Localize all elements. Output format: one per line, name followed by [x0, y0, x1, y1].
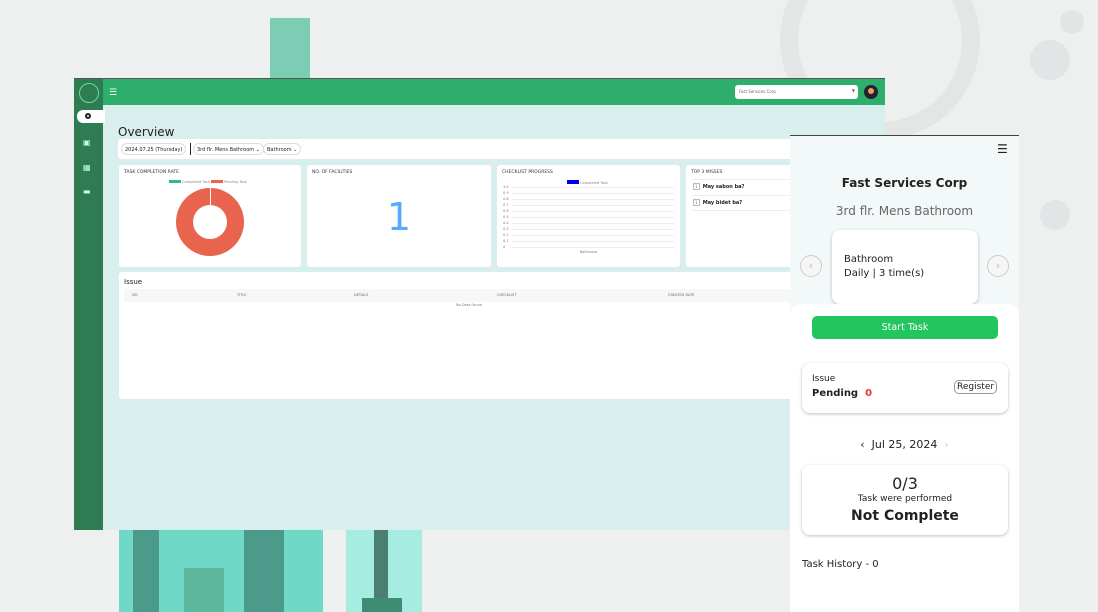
gridline — [512, 247, 674, 248]
facility-count: 1 — [386, 195, 412, 239]
chart-legend: Completed Task — [567, 180, 608, 185]
page-title: Overview — [118, 125, 175, 139]
next-category-button[interactable]: › — [987, 255, 1009, 277]
dashboard-icon — [85, 113, 91, 119]
task-section — [790, 304, 1019, 612]
y-tick-label: 0.2 — [503, 233, 509, 237]
completion-status: Not Complete — [851, 508, 959, 524]
decor-block — [244, 530, 284, 612]
list-item: 1 May bidet ba? — [691, 195, 876, 211]
facility-filter-value: 3rd flr. Mens Bathroom — [197, 147, 255, 153]
register-button[interactable]: Register — [954, 380, 998, 394]
issue-label: Issue — [812, 374, 836, 384]
empty-message: No Data Found — [455, 303, 483, 307]
gridline — [512, 229, 674, 230]
y-tick-label: 0.9 — [503, 191, 509, 195]
decor-block — [362, 598, 402, 612]
card-title: NO. OF FACILITIES — [312, 170, 353, 175]
chart-legend: Completed Task Pending Task — [169, 180, 247, 184]
company-select[interactable]: Fast Services Corp ▼ — [735, 85, 858, 99]
next-date-button[interactable]: › — [944, 438, 949, 451]
category-filter[interactable]: Bathroom ⌄ — [263, 143, 302, 155]
task-history[interactable]: Task History - 0 — [802, 559, 879, 570]
issue-title: Issue — [124, 278, 143, 286]
y-tick-label: 0.1 — [503, 239, 509, 243]
filter-bar: 2024.07.25 (Thursday) 3rd flr. Mens Bath… — [118, 139, 885, 159]
gridline — [512, 205, 674, 206]
card-title: TOP 3 MISSES — [691, 170, 723, 175]
date-filter[interactable]: 2024.07.25 (Thursday) — [121, 143, 187, 155]
issue-card: Issue NO. TITLE DETAILS CHECKLIST CREATE… — [119, 272, 819, 399]
y-tick-label: 0.6 — [503, 209, 509, 213]
gridline — [512, 199, 674, 200]
sidebar-item-dashboard[interactable] — [77, 110, 105, 123]
bg-circle — [1060, 10, 1084, 34]
y-tick-label: 0 — [503, 245, 506, 249]
logo — [79, 83, 99, 103]
y-tick-label: 0.4 — [503, 221, 509, 225]
menu-icon[interactable]: ☰ — [997, 142, 1008, 156]
prev-date-button[interactable]: ‹ — [860, 438, 865, 451]
x-tick-label: Bathroom — [579, 250, 598, 254]
y-tick-label: 0.3 — [503, 227, 509, 231]
bg-circle — [1040, 200, 1070, 230]
current-date: Jul 25, 2024 — [871, 438, 938, 451]
gridline — [512, 193, 674, 194]
card-title: TASK COMPLETION RATE — [124, 170, 180, 175]
bg-circle — [1030, 40, 1070, 80]
decor-block — [270, 18, 310, 78]
category-card[interactable]: Bathroom Daily | 3 time(s) — [832, 230, 978, 304]
prev-category-button[interactable]: ‹ — [800, 255, 822, 277]
decor-block — [133, 530, 159, 612]
pending-row: Pending 0 — [812, 388, 873, 399]
issue-summary-card: Issue Pending 0 Register — [802, 363, 1008, 413]
top-bar: ☰ Fast Services Corp ▼ — [74, 79, 885, 105]
decor-block — [184, 568, 224, 612]
progress-card: 0/3 Task were performed Not Complete — [802, 465, 1008, 535]
start-task-button[interactable]: Start Task — [812, 316, 998, 339]
sidebar: ▣ ▦ ▬ — [74, 79, 105, 530]
facility-name: 3rd flr. Mens Bathroom — [835, 204, 974, 218]
donut-chart — [176, 188, 244, 256]
facility-filter[interactable]: 3rd flr. Mens Bathroom ⌄ — [193, 143, 264, 155]
gridline — [512, 187, 674, 188]
mobile-panel: ☰ Fast Services Corp 3rd flr. Mens Bathr… — [790, 135, 1019, 612]
y-tick-label: 0.8 — [503, 197, 509, 201]
y-tick-label: 1.0 — [503, 185, 509, 189]
checklist-progress-card: CHECKLIST PROGRESS Completed Task 1.0 0.9… — [497, 165, 680, 267]
date-navigator: ‹ Jul 25, 2024 › — [790, 438, 1019, 451]
gridline — [512, 235, 674, 236]
list-item: 1 May sabon ba? — [691, 179, 876, 195]
menu-icon[interactable]: ☰ — [109, 88, 118, 98]
gridline — [512, 211, 674, 212]
company-name: Fast Services Corp — [841, 176, 968, 190]
caret-down-icon: ▼ — [851, 88, 855, 93]
sidebar-item-calendar-icon[interactable]: ▦ — [83, 163, 91, 172]
progress-count: 0/3 — [892, 474, 918, 493]
table-header: NO. TITLE DETAILS CHECKLIST CREATED DATE — [124, 289, 819, 302]
avatar[interactable] — [864, 85, 878, 99]
y-tick-label: 0.5 — [503, 215, 509, 219]
gridline — [512, 241, 674, 242]
dashboard-window: ☰ Fast Services Corp ▼ ▣ ▦ ▬ Overview 202… — [74, 78, 885, 530]
gridline — [512, 217, 674, 218]
y-tick-label: 0.7 — [503, 203, 509, 207]
card-title: CHECKLIST PROGRESS — [502, 170, 553, 175]
schedule: Daily | 3 time(s) — [844, 268, 925, 279]
task-completion-card: TASK COMPLETION RATE Completed Task Pend… — [119, 165, 301, 267]
company-select-value: Fast Services Corp — [739, 89, 776, 94]
category-name: Bathroom — [844, 254, 894, 265]
progress-label: Task were performed — [857, 494, 953, 504]
sidebar-item-card-icon[interactable]: ▬ — [83, 187, 91, 196]
sidebar-item-building-icon[interactable]: ▣ — [83, 138, 91, 147]
facilities-card: NO. OF FACILITIES 1 — [307, 165, 491, 267]
gridline — [512, 223, 674, 224]
decor-block — [374, 530, 388, 612]
category-filter-value: Bathroom — [267, 147, 292, 153]
